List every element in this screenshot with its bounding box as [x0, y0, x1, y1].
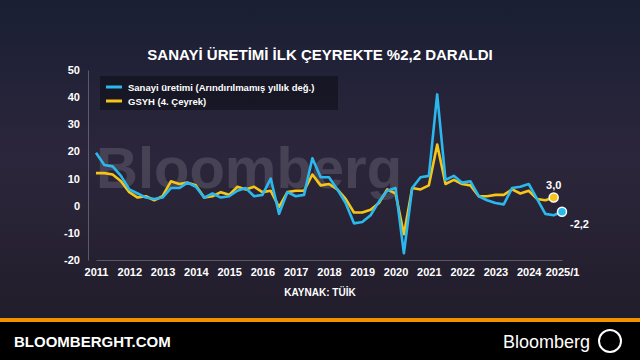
- x-tick: 2024: [517, 260, 542, 278]
- chart-root: Bloomberg SANAYİ ÜRETİMİ İLK ÇEYREKTE %2,…: [0, 0, 640, 360]
- y-tick: -20: [64, 254, 88, 266]
- series-line: [96, 94, 562, 253]
- x-tick-label: 2021: [417, 266, 441, 278]
- footer-stripe: [0, 318, 640, 322]
- y-axis: -20 -10 0 10 20 30 40 50: [64, 64, 88, 266]
- y-tick: 50: [68, 64, 88, 76]
- y-axis-line: [88, 71, 89, 261]
- legend-label: GSYH (4. Çeyrek): [128, 96, 206, 107]
- x-axis: 2011 2012 2013 2014 2015 2016 2017 2018 2019 2020…: [85, 260, 580, 278]
- x-tick-label: 2011: [85, 266, 109, 278]
- x-tick: 2015: [217, 260, 241, 278]
- plot-area: [96, 94, 567, 253]
- x-tick-label: 2024: [517, 266, 542, 278]
- y-tick-label: -10: [64, 227, 80, 239]
- x-tick: 2014: [184, 260, 209, 278]
- x-axis-line: [97, 260, 563, 261]
- x-tick: 2019: [351, 260, 375, 278]
- x-tick-label: 2019: [351, 266, 375, 278]
- series-line: [96, 145, 554, 235]
- y-tick: 20: [68, 145, 88, 157]
- y-tick-label: 30: [68, 118, 80, 130]
- y-tick-label: 50: [68, 64, 80, 76]
- x-tick-label: 2018: [317, 266, 341, 278]
- legend-swatch: [106, 86, 122, 89]
- x-tick-label: 2020: [384, 266, 408, 278]
- x-tick: 2020: [384, 260, 408, 278]
- x-tick: 2025/1: [546, 260, 580, 278]
- y-tick-label: 10: [68, 173, 80, 185]
- x-tick-label: 2025/1: [546, 266, 580, 278]
- x-tick-label: 2012: [118, 266, 142, 278]
- x-tick: 2013: [151, 260, 175, 278]
- x-tick-label: 2022: [450, 266, 474, 278]
- footer-right: Bloomberg: [503, 332, 590, 352]
- x-tick-label: 2015: [217, 266, 241, 278]
- legend-swatch: [106, 100, 122, 103]
- y-tick-label: 0: [74, 200, 80, 212]
- x-tick: 2011: [85, 260, 109, 278]
- x-tick-label: 2017: [284, 266, 308, 278]
- x-tick: 2017: [284, 260, 308, 278]
- x-tick-label: 2023: [484, 266, 508, 278]
- y-tick: 10: [68, 173, 88, 185]
- source: KAYNAK: TÜİK: [284, 286, 356, 298]
- x-tick: 2012: [118, 260, 142, 278]
- background: [0, 0, 640, 360]
- y-tick: -10: [64, 227, 88, 239]
- point-marker: [558, 207, 567, 216]
- x-tick: 2021: [417, 260, 441, 278]
- data-label: 3,0: [546, 179, 561, 191]
- x-tick: 2022: [450, 260, 474, 278]
- x-tick: 2023: [484, 260, 508, 278]
- point-marker: [549, 193, 558, 202]
- y-tick-label: 40: [68, 91, 80, 103]
- legend: Sanayi üretimi (Arındırılmamış yıllık de…: [100, 76, 338, 110]
- footer-left: BLOOMBERGHT.COM: [14, 333, 171, 350]
- y-tick-label: -20: [64, 254, 80, 266]
- legend-label: Sanayi üretimi (Arındırılmamış yıllık de…: [128, 82, 314, 93]
- x-tick-label: 2014: [184, 266, 209, 278]
- y-tick: 40: [68, 91, 88, 103]
- x-tick: 2016: [251, 260, 275, 278]
- x-tick-label: 2016: [251, 266, 275, 278]
- title: SANAYİ ÜRETİMİ İLK ÇEYREKTE %2,2 DARALDI: [147, 46, 492, 63]
- footer-logo: [599, 330, 621, 352]
- legend-box: [100, 76, 338, 110]
- footer-bar: [0, 322, 640, 360]
- x-tick: 2018: [317, 260, 341, 278]
- y-tick: 30: [68, 118, 88, 130]
- y-tick-label: 20: [68, 145, 80, 157]
- background-shade: [0, 0, 640, 360]
- chart-svg: Bloomberg SANAYİ ÜRETİMİ İLK ÇEYREKTE %2,…: [0, 0, 640, 360]
- x-tick-label: 2013: [151, 266, 175, 278]
- y-tick: 0: [74, 200, 88, 212]
- data-label: -2,2: [570, 218, 589, 230]
